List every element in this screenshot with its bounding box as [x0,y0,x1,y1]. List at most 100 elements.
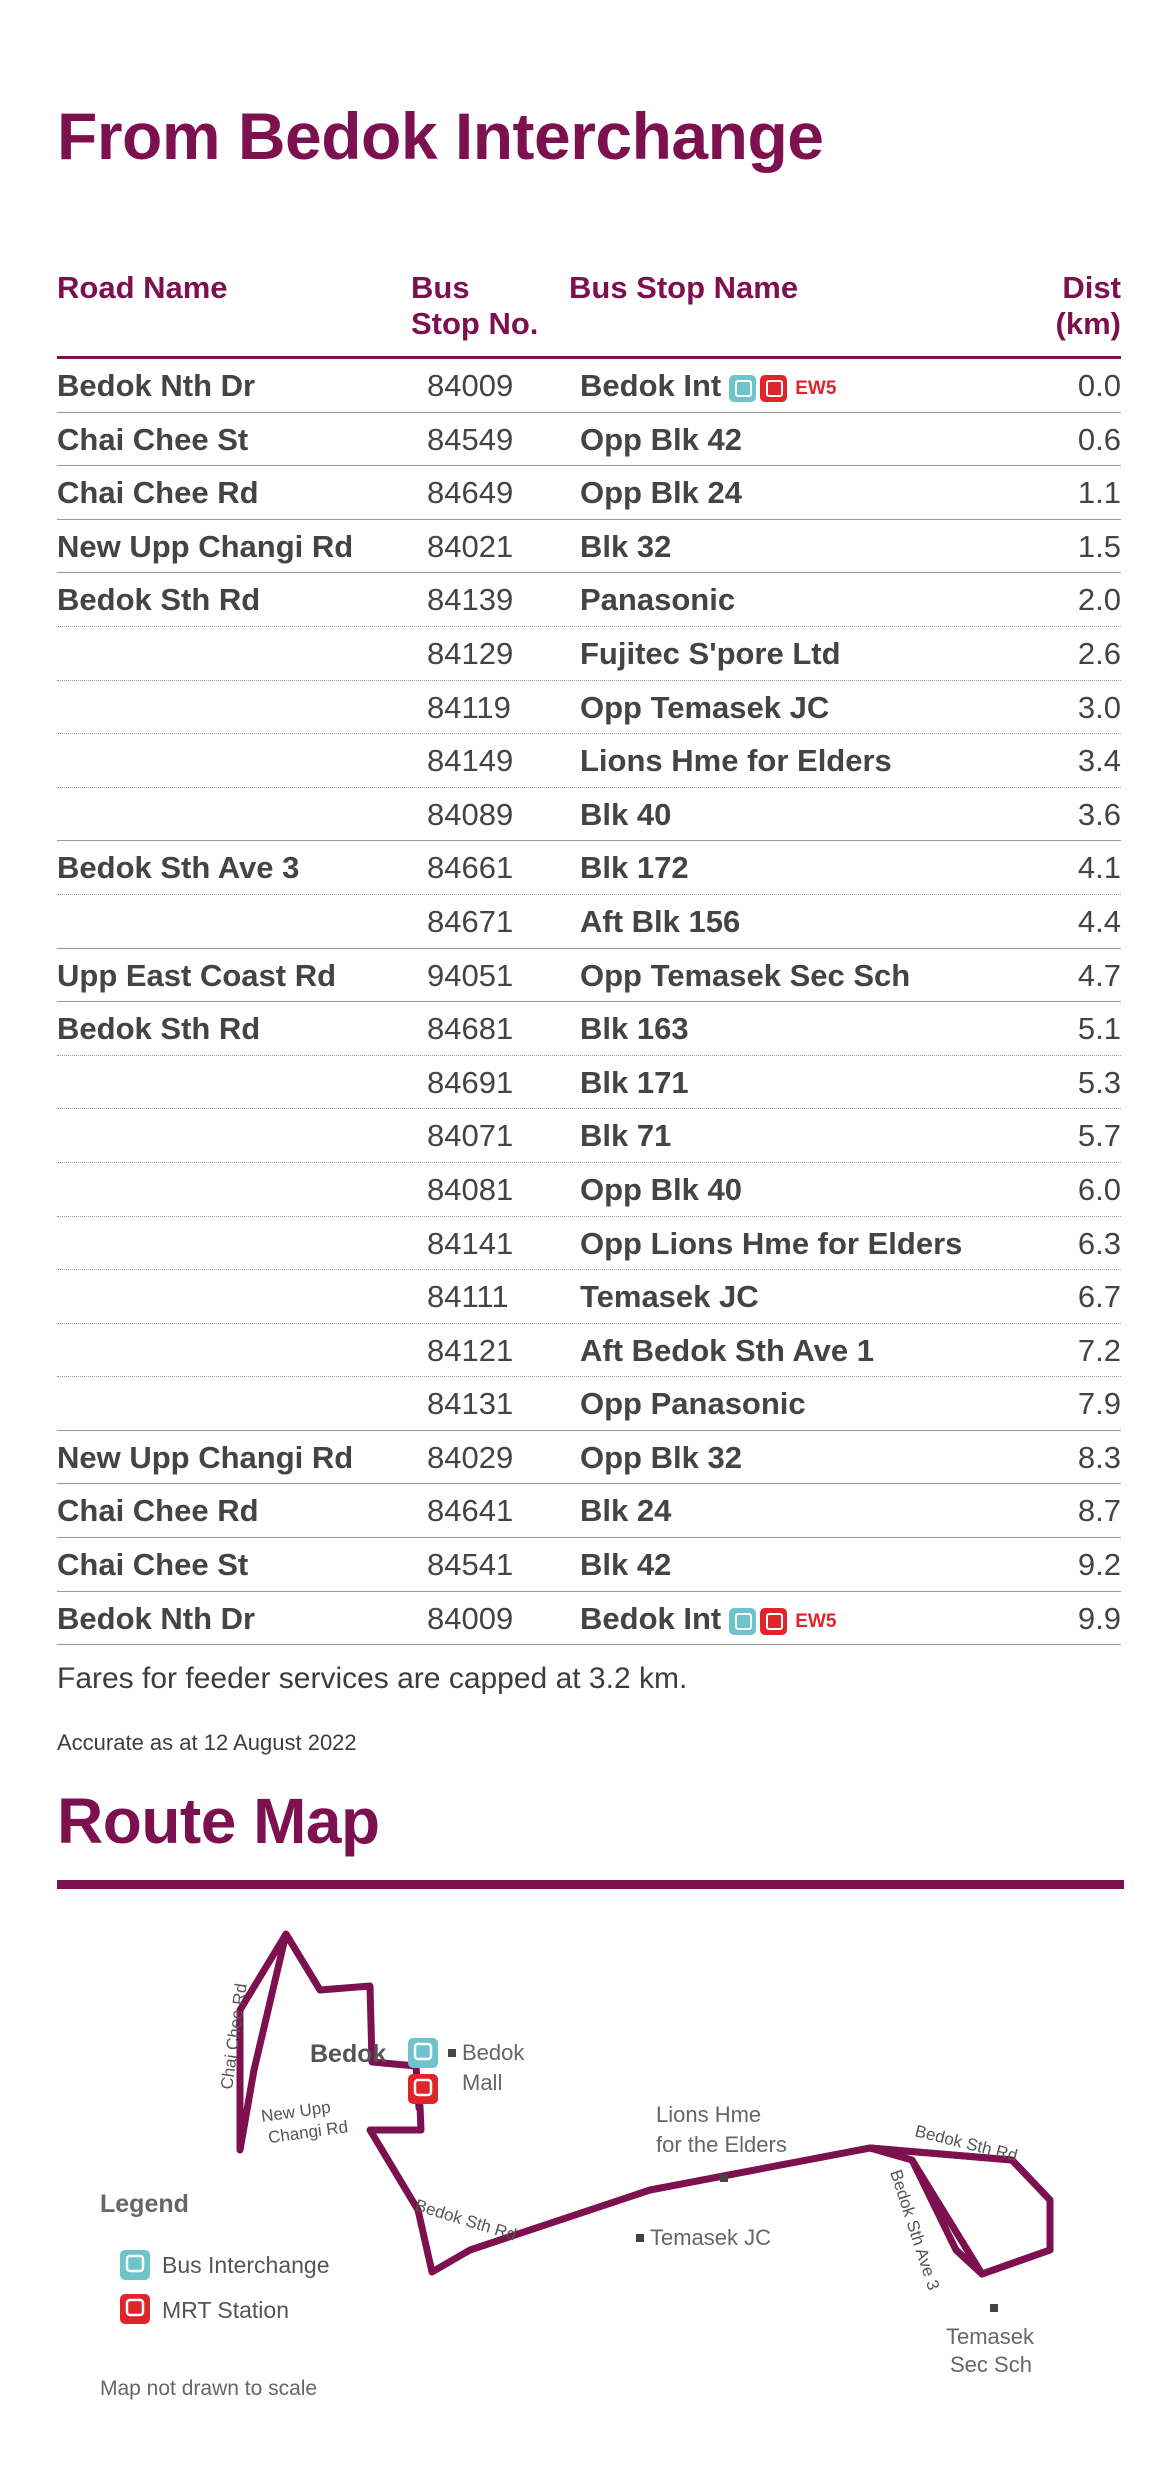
distance-cell: 5.7 [1077,1118,1121,1154]
lions-hme-marker [720,2174,728,2182]
route-map: Chai Chee Rd Bedok Bedok Mall New Upp Ch… [100,1930,1054,2400]
distance-cell: 6.3 [1077,1225,1121,1261]
bus-stop-name-text: Blk 40 [580,796,672,832]
bus-stop-table: Bedok Nth Dr 84009 Bedok Int EW5 0.0 Chai Che… [57,359,1121,1648]
label-bedok-mall-line2: Mall [462,2070,502,2095]
bedok-mall-marker [448,2049,456,2057]
bus-stop-name-text: Opp Temasek JC [580,689,830,725]
header-road-name: Road Name [57,270,228,305]
distance-cell: 9.9 [1077,1600,1121,1636]
bus-stop-no-cell: 84029 [427,1439,514,1475]
bus-stop-name-text: Blk 32 [580,528,672,564]
route-map-divider [57,1880,1124,1889]
distance-cell: 6.0 [1077,1171,1121,1207]
label-bedok-sth-rd-left: Bedok Sth Rd [413,2196,519,2245]
road-name-cell: Bedok Sth Rd [57,582,261,618]
bus-interchange-icon [729,375,757,403]
table-row: Bedok Sth Rd 84681 Blk 163 5.1 [57,1002,1121,1056]
bus-stop-name-text: Blk 172 [580,850,689,886]
distance-cell: 4.1 [1077,850,1121,886]
bus-stop-no-cell: 84139 [427,582,514,618]
bus-stop-no-cell: 84081 [427,1171,514,1207]
bus-stop-no-cell: 84691 [427,1064,514,1100]
bus-stop-name-text: Opp Blk 40 [580,1171,742,1207]
bus-stop-no-cell: 84131 [427,1386,514,1422]
bus-stop-name-cell: Opp Blk 24 [580,466,742,519]
bus-stop-name-cell: Opp Blk 32 [580,1431,742,1484]
table-row: New Upp Changi Rd 84021 Blk 32 1.5 [57,520,1121,574]
station-icons: EW5 [729,1593,836,1648]
bus-stop-name-text: Blk 71 [580,1118,672,1154]
label-bedok-sth-ave3: Bedok Sth Ave 3 [886,2167,943,2292]
bus-stop-name-text: Bedok Int [580,1600,722,1636]
bus-stop-name-text: Panasonic [580,582,736,618]
table-row: 84131 Opp Panasonic 7.9 [57,1377,1121,1431]
legend-title: Legend [100,2190,189,2218]
bus-stop-name-cell: Blk 163 [580,1002,689,1055]
table-row: 84089 Blk 40 3.6 [57,788,1121,842]
distance-cell: 4.7 [1077,957,1121,993]
legend-mrt-icon [120,2294,150,2324]
route-loop-right [866,2144,1054,2278]
bus-stop-no-cell: 84681 [427,1011,514,1047]
bus-stop-name-cell: Blk 171 [580,1056,689,1109]
distance-cell: 6.7 [1077,1279,1121,1315]
table-row: 84149 Lions Hme for Elders 3.4 [57,734,1121,788]
temasek-jc-marker [636,2234,644,2242]
mrt-station-icon [408,2074,438,2104]
table-row: Bedok Sth Ave 3 84661 Blk 172 4.1 [57,841,1121,895]
label-temasek-jc: Temasek JC [650,2225,771,2250]
bus-stop-name-text: Lions Hme for Elders [580,743,892,779]
road-name-cell: Chai Chee Rd [57,475,259,511]
bus-stop-no-cell: 94051 [427,957,514,993]
bus-stop-name-text: Blk 24 [580,1493,672,1529]
header-bus-stop-no-line2: Stop No. [411,306,539,341]
table-row: Upp East Coast Rd 94051 Opp Temasek Sec Sc… [57,949,1121,1003]
table-row: 84129 Fujitec S'pore Ltd 2.6 [57,627,1121,681]
bus-stop-name-cell: Blk 172 [580,841,689,894]
distance-cell: 0.0 [1077,368,1121,403]
bus-stop-name-cell: Opp Lions Hme for Elders [580,1217,962,1270]
bus-stop-name-text: Opp Lions Hme for Elders [580,1225,963,1261]
bus-stop-name-cell: Aft Blk 156 [580,895,740,948]
label-lions-hme-line2: for the Elders [656,2132,787,2157]
table-row: Chai Chee St 84549 Opp Blk 42 0.6 [57,413,1121,467]
road-name-cell: Chai Chee St [57,421,249,457]
bus-stop-no-cell: 84021 [427,528,514,564]
temasek-sec-marker [990,2304,998,2312]
road-name-cell: Bedok Sth Rd [57,1011,261,1047]
mrt-line-code: EW5 [795,1611,837,1633]
table-row: 84081 Opp Blk 40 6.0 [57,1163,1121,1217]
label-temasek-sec-line1: Temasek [946,2324,1035,2349]
table-row: Chai Chee Rd 84649 Opp Blk 24 1.1 [57,466,1121,520]
bus-stop-name-text: Fujitec S'pore Ltd [580,635,841,671]
table-row: Bedok Sth Rd 84139 Panasonic 2.0 [57,573,1121,627]
table-row: 84691 Blk 171 5.3 [57,1056,1121,1110]
bus-stop-name-cell: Opp Temasek JC [580,681,829,734]
table-row: 84121 Aft Bedok Sth Ave 1 7.2 [57,1324,1121,1378]
distance-cell: 3.0 [1077,689,1121,725]
page-title: From Bedok Interchange [57,99,824,173]
table-row: Bedok Nth Dr 84009 Bedok Int EW5 0.0 [57,359,1121,413]
road-name-cell: New Upp Changi Rd [57,1439,354,1475]
route-west-segment [236,1932,289,2150]
distance-cell: 8.3 [1077,1439,1121,1475]
legend-bus-interchange: Bus Interchange [162,2252,330,2278]
bus-stop-name-cell: Blk 42 [580,1538,671,1591]
bus-stop-name-cell: Opp Panasonic [580,1377,806,1430]
route-map-title: Route Map [57,1785,380,1857]
bus-stop-name-text: Opp Blk 32 [580,1439,742,1475]
table-row: Chai Chee Rd 84641 Blk 24 8.7 [57,1484,1121,1539]
label-bedok: Bedok [310,2040,387,2068]
table-row: Chai Chee St 84541 Blk 42 9.2 [57,1538,1121,1592]
bus-interchange-icon [408,2038,438,2068]
bus-stop-no-cell: 84671 [427,903,514,939]
legend-mrt-station: MRT Station [162,2297,289,2323]
bus-stop-no-cell: 84141 [427,1225,514,1261]
bus-stop-no-cell: 84149 [427,743,514,779]
bus-stop-name-text: Aft Bedok Sth Ave 1 [580,1332,874,1368]
bus-stop-name-cell: Blk 32 [580,520,671,573]
table-row: 84111 Temasek JC 6.7 [57,1270,1121,1324]
bus-stop-name-cell: Opp Blk 40 [580,1163,742,1216]
bus-stop-no-cell: 84129 [427,635,514,671]
